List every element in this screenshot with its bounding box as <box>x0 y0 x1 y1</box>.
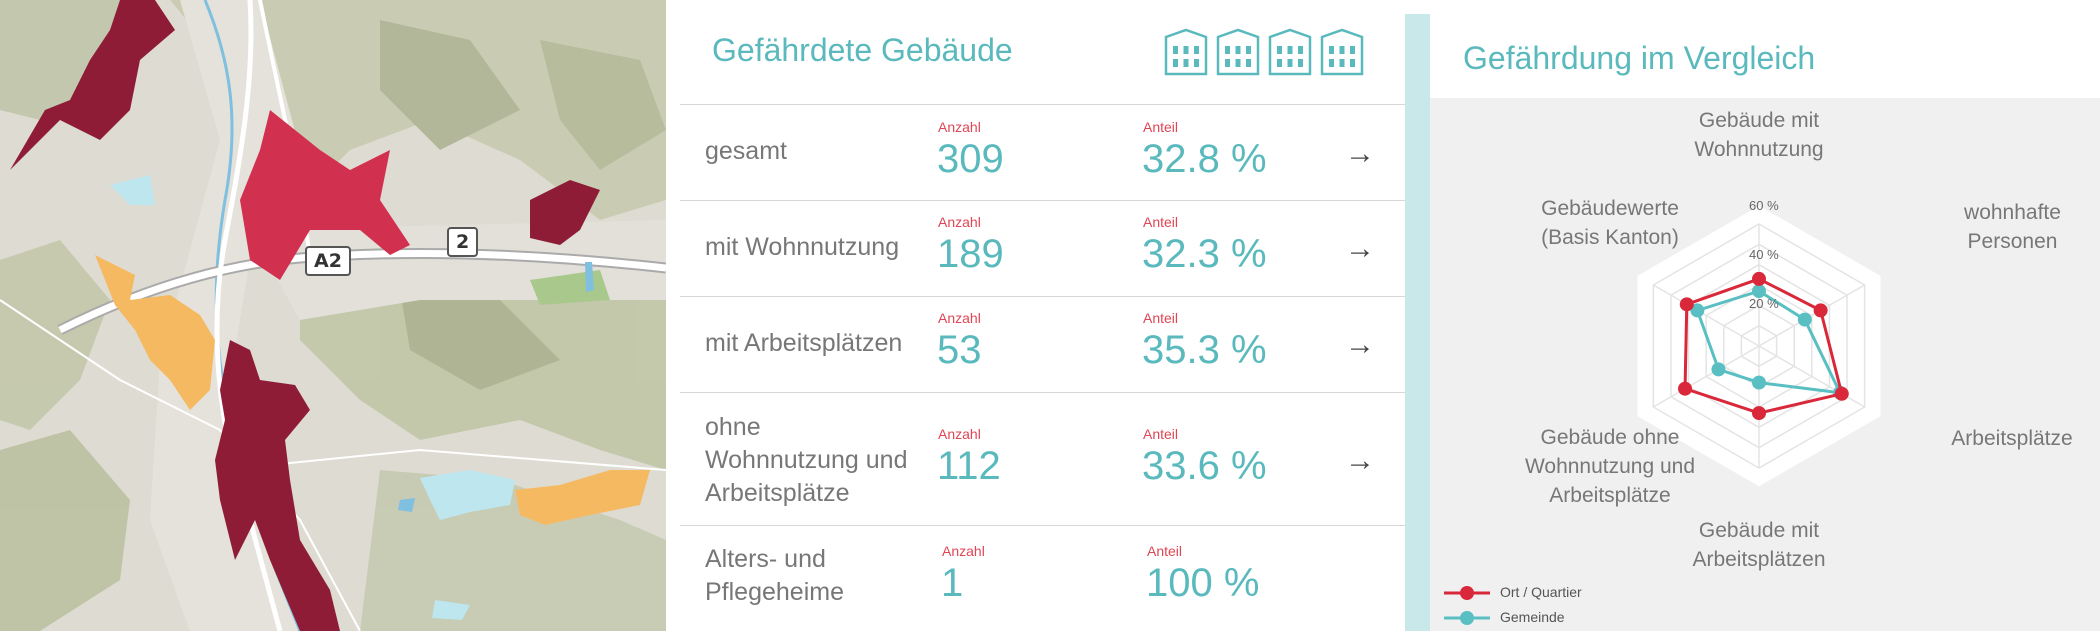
comparison-panel: Gefährdung im Vergleich Gebäude mit Wohnn… <box>1405 14 2100 631</box>
data-point <box>1813 303 1828 318</box>
count-value: 189 <box>937 232 1004 276</box>
row-label: mit Arbeitsplätzen <box>705 329 903 357</box>
building-icon <box>1164 28 1208 76</box>
share-value: 33.6 % <box>1142 444 1267 488</box>
share-value: 32.8 % <box>1142 137 1267 181</box>
table-row-ohne-nutzung[interactable]: ohne Wohnnutzung und Arbeitsplätze Anzah… <box>680 392 1409 526</box>
data-point <box>1797 312 1812 327</box>
road-shield-a2: A2 <box>305 246 351 276</box>
radar-chart-area: Gebäude mit Wohnnutzung wohnhafte Personen… <box>1430 98 2100 631</box>
share-caption: Anteil <box>1143 119 1179 135</box>
count-value: 1 <box>941 561 964 605</box>
share-caption: Anteil <box>1143 310 1179 326</box>
arrow-right-icon[interactable]: → <box>1345 444 1375 477</box>
row-label: Alters- und Pflegeheime <box>705 545 844 606</box>
table-row-pflegeheime[interactable]: Alters- und Pflegeheime Anzahl 1 Anteil … <box>680 525 1409 632</box>
panel-title: Gefährdete Gebäude <box>712 32 1013 68</box>
map-canvas[interactable] <box>0 0 666 631</box>
share-caption: Anteil <box>1143 426 1179 442</box>
data-point <box>1711 362 1726 377</box>
row-label: ohne Wohnnutzung und Arbeitsplätze <box>705 413 908 507</box>
radar-spoke <box>1758 284 1866 347</box>
axis-label: wohnhafte Personen <box>1964 201 2061 253</box>
data-point <box>1752 406 1766 421</box>
map-view[interactable]: A2 2 <box>0 0 666 631</box>
data-point <box>1752 284 1766 299</box>
arrow-right-icon[interactable]: → <box>1345 232 1375 265</box>
arrow-right-icon[interactable]: → <box>1345 328 1375 361</box>
data-point <box>1690 303 1705 318</box>
count-value: 112 <box>937 444 1001 488</box>
radar-spoke <box>1652 345 1760 408</box>
tick-label: 40 % <box>1749 247 1779 262</box>
count-value: 309 <box>937 137 1004 181</box>
hazard-zones[interactable] <box>10 0 650 631</box>
data-point <box>1679 297 1694 312</box>
data-point <box>1752 271 1766 286</box>
radar-chart <box>1637 205 1881 487</box>
legend-label: Ort / Quartier <box>1500 584 1582 600</box>
arrow-right-icon[interactable]: → <box>1345 137 1375 170</box>
axis-label: Arbeitsplätze <box>1951 427 2073 450</box>
radar-spoke <box>1652 284 1760 347</box>
count-value: 53 <box>937 328 982 372</box>
data-point <box>1752 375 1766 390</box>
tick-label: 60 % <box>1749 198 1779 213</box>
table-row-wohnnutzung[interactable]: mit Wohnnutzung Anzahl 189 Anteil 32.3 %… <box>680 200 1409 297</box>
share-value: 32.3 % <box>1142 232 1267 276</box>
road-shield-2: 2 <box>447 227 479 257</box>
axis-label: Gebäude mit Wohnnutzung <box>1694 109 1824 161</box>
axis-label: Gebäudewerte (Basis Kanton) <box>1541 197 1679 249</box>
hazard-zone-low <box>420 470 515 520</box>
tick-label: 20 % <box>1749 296 1779 311</box>
count-caption: Anzahl <box>938 214 981 230</box>
hazard-zone-medium <box>95 255 215 410</box>
building-icon <box>1320 28 1364 76</box>
table-row-arbeitsplaetze[interactable]: mit Arbeitsplätzen Anzahl 53 Anteil 35.3… <box>680 296 1409 393</box>
row-label: gesamt <box>705 137 787 165</box>
axis-label: Gebäude ohne Wohnnutzung und Arbeitsplätze <box>1524 426 1696 507</box>
count-caption: Anzahl <box>938 119 981 135</box>
legend-label: Gemeinde <box>1500 609 1565 625</box>
row-label: mit Wohnnutzung <box>705 233 900 261</box>
share-value: 35.3 % <box>1142 328 1267 372</box>
hazard-zone-very-high <box>10 0 175 170</box>
count-caption: Anzahl <box>938 310 981 326</box>
data-point <box>1834 386 1849 401</box>
hazard-zone-high <box>240 110 410 280</box>
building-icon <box>1268 28 1312 76</box>
share-caption: Anteil <box>1143 214 1179 230</box>
table-row-gesamt[interactable]: gesamt Anzahl 309 Anteil 32.8 % → <box>680 104 1409 201</box>
share-value: 100 % <box>1146 561 1260 605</box>
panel-accent-strip <box>1405 14 1430 631</box>
hazard-zone-very-high-valley <box>215 340 340 631</box>
share-caption: Anteil <box>1147 543 1183 559</box>
endangered-buildings-panel: Gefährdete Gebäude gesamt Anzahl 309 Ant… <box>680 0 1409 631</box>
panel-title: Gefährdung im Vergleich <box>1463 40 1816 76</box>
data-point <box>1678 381 1693 396</box>
count-caption: Anzahl <box>938 426 981 442</box>
building-icon <box>1216 28 1260 76</box>
axis-label: Gebäude mit Arbeitsplätzen <box>1692 519 1826 571</box>
count-caption: Anzahl <box>942 543 985 559</box>
